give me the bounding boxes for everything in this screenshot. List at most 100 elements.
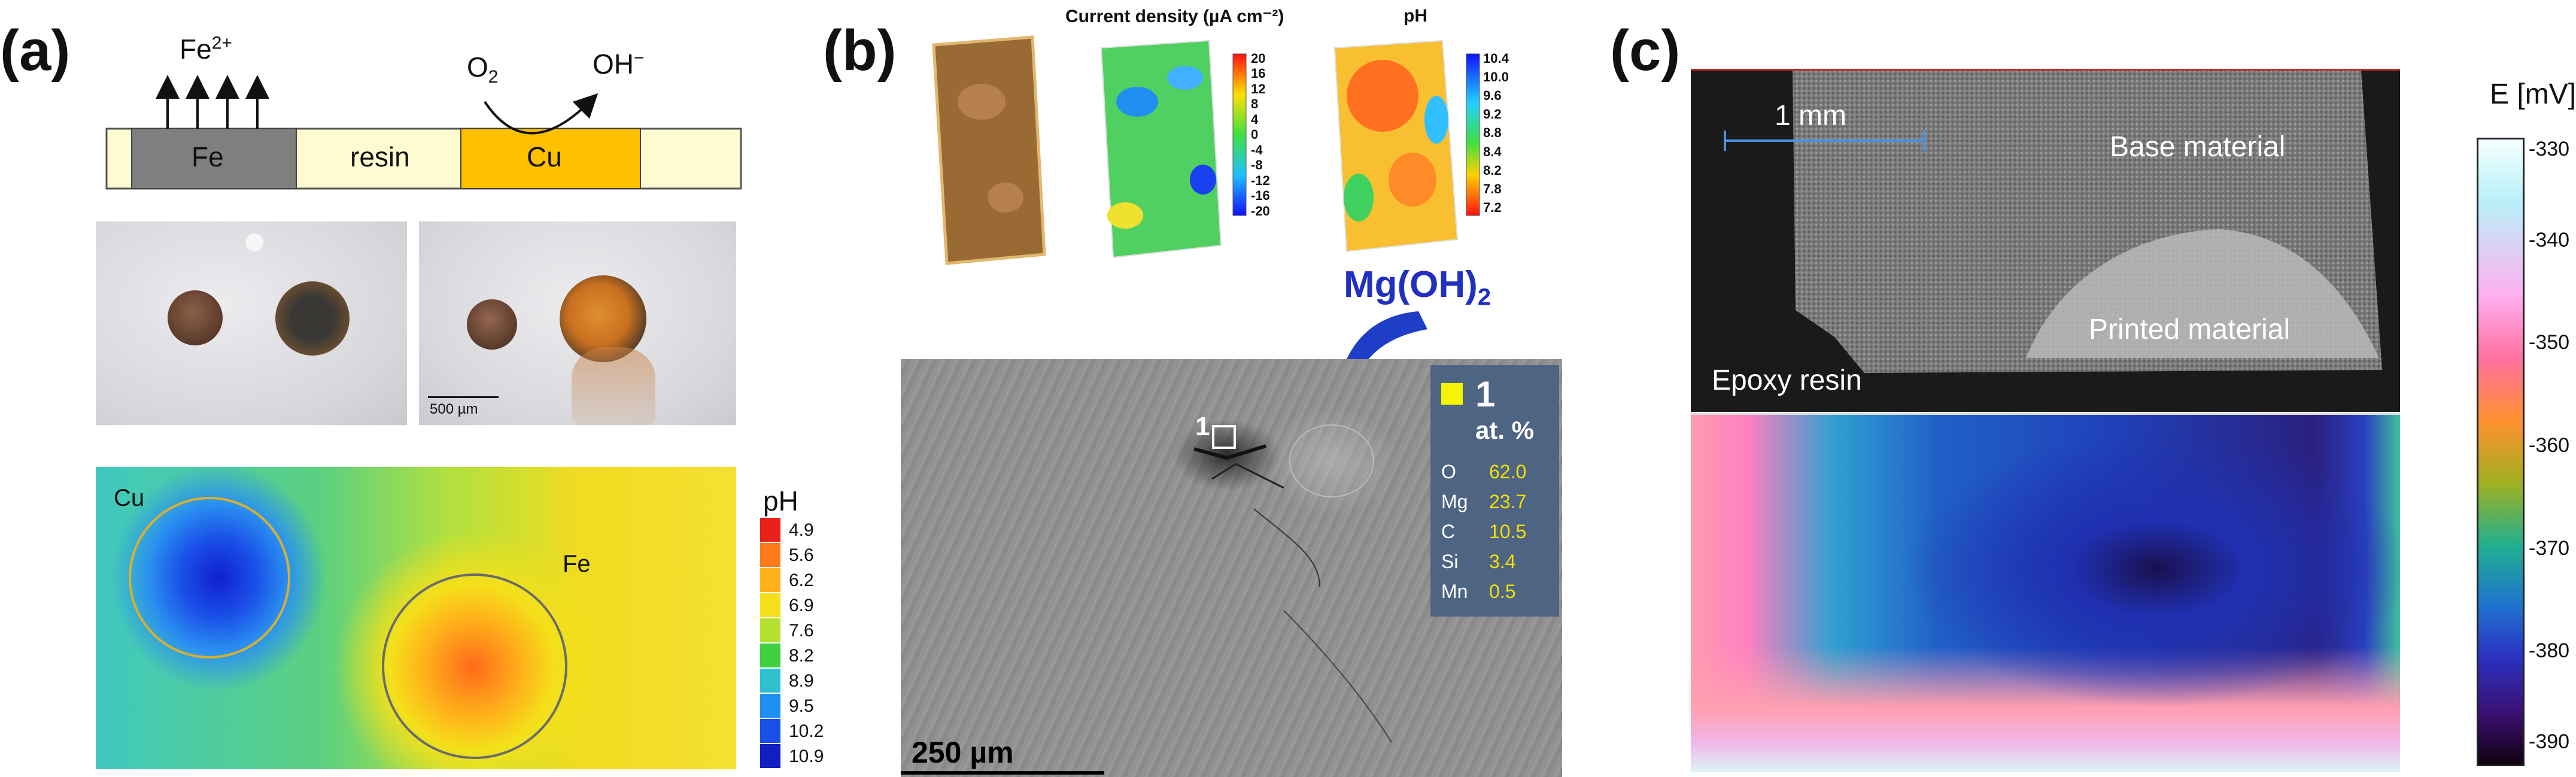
mgoh2-callout: Mg(OH)2: [1344, 264, 1491, 311]
current-density-tick: -16: [1251, 188, 1270, 204]
cbar-title: E [mV]: [2490, 78, 2576, 110]
cu-disk-after: [467, 299, 517, 350]
ph-legend-swatch: [760, 568, 780, 592]
ph-map-title: pH: [1404, 6, 1427, 26]
cu-region-circle: [129, 497, 290, 658]
current-density-ticks: 20 16 12 8 4 0 -4 -8 -12 -16 -20: [1251, 51, 1293, 218]
ph-map-ticks: 10.4 10.0 9.6 9.2 8.8 8.4 8.2 7.8 7.2: [1483, 51, 1531, 218]
ph-legend-value: 10.2: [789, 721, 824, 741]
fe-ion-arrows: [156, 75, 269, 129]
ph-legend-value: 6.2: [789, 570, 814, 590]
composition-element: C: [1441, 521, 1456, 542]
ph-legend-value: 4.9: [789, 520, 814, 540]
composition-marker: 1: [1475, 374, 1496, 414]
sem-scalebar-line: [901, 771, 1104, 775]
segment-fe-label: Fe: [192, 141, 224, 172]
sample-photo-slab: [932, 35, 1046, 265]
composition-box: 1 at. % O 62.0 Mg 23.7 C 10.5 Si 3.4 Mn 0.5: [1430, 365, 1559, 617]
composition-row: O 62.0: [1441, 461, 1555, 488]
ph-legend-swatch: [760, 618, 780, 642]
ph-legend-swatch: [760, 669, 780, 693]
fe-disk: [275, 281, 350, 356]
ph-map-tick: 8.2: [1483, 162, 1502, 178]
rust-trail: [572, 347, 655, 425]
potential-map: [1691, 413, 2400, 772]
current-density-tick: 0: [1251, 127, 1259, 142]
composition-value: 0.5: [1489, 581, 1516, 602]
ph-map-tick: 7.8: [1483, 181, 1502, 196]
ph-legend-swatch: [760, 744, 780, 768]
composition-element: Mg: [1441, 491, 1468, 512]
base-material-label: Base material: [2110, 131, 2286, 163]
segment-cu-label: Cu: [527, 141, 562, 172]
ph-legend-swatch: [760, 543, 780, 567]
ph-legend-swatch: [760, 518, 780, 542]
potential-colorbar-tick: -330: [2529, 138, 2570, 160]
oxygen-reduction-arrow: [484, 93, 599, 135]
potential-colorbar-tick: -370: [2529, 536, 2570, 560]
composition-element: Mn: [1441, 581, 1468, 602]
galvanic-cell-schematic: [105, 75, 742, 190]
current-density-tick: -4: [1251, 142, 1263, 157]
ph-map-tick: 8.8: [1483, 125, 1502, 141]
ph-legend-value: 8.2: [789, 646, 814, 666]
composition-marker-swatch: [1441, 383, 1463, 405]
ph-map-tick: 9.6: [1483, 88, 1502, 104]
ph-legend-title: pH: [763, 485, 798, 517]
ph-map-tick: 7.2: [1483, 199, 1502, 215]
printed-region: [2026, 229, 2379, 358]
panel-b-label: (b): [823, 19, 897, 83]
current-density-colorbar: [1232, 53, 1247, 216]
composition-value: 62.0: [1489, 461, 1527, 482]
ph-legend-swatch: [760, 593, 780, 617]
sem-cracks: [1193, 424, 1392, 743]
ph-legend-value: 7.6: [789, 621, 814, 641]
ph-legend-swatch: [760, 719, 780, 743]
ph-legend-value: 8.9: [789, 671, 814, 691]
segment-resin-label: resin: [350, 141, 410, 172]
current-density-tick: 12: [1251, 81, 1266, 96]
sem-marker-box: [1212, 425, 1236, 449]
potential-colorbar: [2477, 138, 2525, 766]
composition-row: C 10.5: [1441, 521, 1555, 548]
photo-scalebar-line: [428, 396, 499, 398]
potential-colorbar-tick: -340: [2529, 228, 2570, 251]
micrograph: 1 mm Base material Printed material Epox…: [1691, 69, 2400, 412]
micrograph-scalebar-label: 1 mm: [1775, 100, 1846, 132]
ph-legend: 4.9 5.6 6.2 6.9 7.6 8.2 8.9 9.5 10.2 10.9: [760, 518, 838, 769]
ph-legend-value: 10.9: [789, 746, 824, 766]
potential-colorbar-tick: -390: [2529, 730, 2570, 753]
ph-colorbar: [1466, 53, 1480, 216]
composition-element: O: [1441, 461, 1456, 482]
composition-value: 10.5: [1489, 521, 1527, 542]
ph-map-cu-label: Cu: [114, 485, 145, 511]
potential-colorbar-ticks: -330 -340 -350 -360 -370 -380 -390: [2529, 138, 2576, 766]
ph-map-fe-label: Fe: [563, 551, 591, 577]
ph-map-tick: 9.2: [1483, 107, 1502, 122]
ph-map: Cu Fe: [96, 467, 736, 769]
current-density-tick: -8: [1251, 157, 1263, 173]
sem-scalebar-label: 250 µm: [912, 736, 1014, 769]
oh-label: OH−: [593, 48, 645, 80]
fe-region-circle: [382, 573, 567, 759]
composition-value: 3.4: [1489, 551, 1516, 572]
ph-legend-value: 9.5: [789, 696, 814, 716]
ph-legend-swatch: [760, 694, 780, 718]
epoxy-resin-label: Epoxy resin: [1712, 365, 1862, 396]
photo-scalebar-label: 500 µm: [430, 401, 478, 417]
ph-legend-value: 5.6: [789, 545, 814, 565]
photo-before: [96, 221, 407, 425]
ph-map-tick: 10.4: [1483, 51, 1509, 66]
ph-map-tick: 10.0: [1483, 69, 1509, 85]
panel-c-label: (c): [1610, 19, 1681, 83]
sem-marker-label: 1: [1195, 412, 1210, 441]
sviet-maps: [932, 35, 1480, 265]
photo-after: 500 µm: [419, 221, 736, 425]
ph-legend-swatch: [760, 644, 780, 667]
current-density-title: Current density (µA cm⁻²): [1065, 7, 1284, 26]
composition-element: Si: [1441, 551, 1459, 572]
o2-label: O2: [467, 51, 499, 87]
current-density-tick: 4: [1251, 111, 1259, 127]
potential-colorbar-tick: -350: [2529, 331, 2570, 354]
composition-unit: at. %: [1475, 416, 1535, 444]
